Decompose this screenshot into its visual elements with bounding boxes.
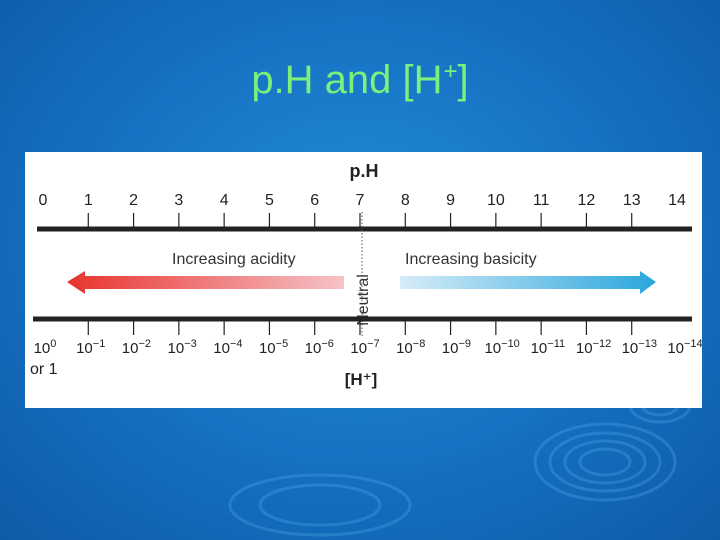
basicity-label: Increasing basicity [405,251,537,268]
h-tick-label: 10−8 [396,338,425,357]
basicity-arrow [400,271,656,294]
h-tick-label: 10−10 [484,338,519,357]
h-tick-label: 10−14 [667,338,702,357]
title-superscript: + [443,58,458,85]
h-tick-label: 10−1 [76,338,105,357]
ph-tick-label: 9 [446,192,455,209]
ph-tick-label: 0 [39,192,48,209]
acidity-label: Increasing acidity [172,251,296,268]
h-tick-label: 10−4 [213,338,242,357]
ph-tick-label: 1 [84,192,93,209]
neutral-label: Neutral [355,274,372,326]
h-tick-label: 10−3 [168,338,197,357]
h-first-extra-label: or 1 [30,361,58,378]
acidity-arrow [67,271,344,294]
ph-tick-label: 4 [220,192,229,209]
ph-tick-label: 2 [129,192,138,209]
h-tick-label: 10−11 [531,338,566,357]
ph-tick-label: 6 [310,192,319,209]
h-tick-label: 100 [34,338,57,357]
ph-tick-label: 14 [668,192,686,209]
ph-tick-label: 3 [174,192,183,209]
ph-tick-label: 10 [487,192,505,209]
title-main: p.H and [H [251,58,443,102]
title-end: ] [457,58,469,102]
ph-tick-label: 8 [401,192,410,209]
slide-title: p.H and [H+] [0,58,720,103]
h-axis-title: [H⁺] [345,370,378,389]
ph-tick-label: 13 [623,192,641,209]
ph-tick-label: 11 [533,192,550,209]
ph-tick-label: 5 [265,192,274,209]
ph-scale-diagram: p.H 0 1 2 3 4 5 6 7 8 9 10 11 12 13 14 Increasing acid… [25,152,702,408]
h-tick-label: 10−9 [442,338,471,357]
ph-tick-label: 12 [578,192,596,209]
h-tick-label: 10−2 [122,338,151,357]
ph-axis-title: p.H [350,161,379,181]
ph-tick-label: 7 [356,192,365,209]
h-tick-label: 10−5 [259,338,288,357]
h-tick-label: 10−13 [622,338,657,357]
h-tick-label: 10−7 [350,338,379,357]
h-tick-label: 10−12 [576,338,611,357]
h-tick-label: 10−6 [305,338,334,357]
